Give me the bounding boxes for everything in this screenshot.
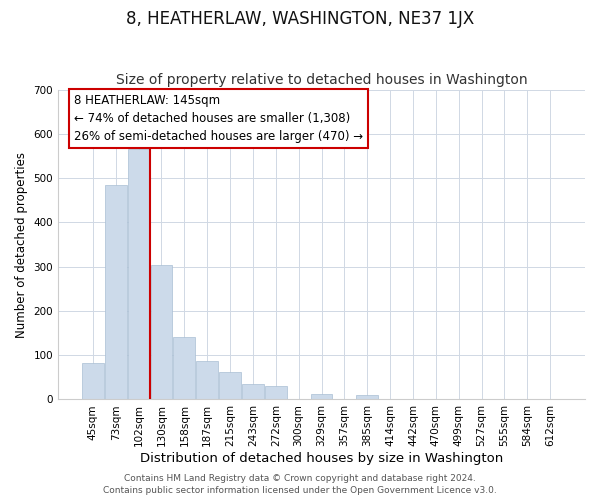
Bar — [151, 266, 172, 400]
Y-axis label: Number of detached properties: Number of detached properties — [15, 152, 28, 338]
Bar — [356, 394, 378, 400]
Bar — [173, 338, 195, 400]
Bar — [219, 372, 241, 400]
Bar — [311, 394, 332, 400]
Bar — [265, 386, 287, 400]
Text: Contains HM Land Registry data © Crown copyright and database right 2024.
Contai: Contains HM Land Registry data © Crown c… — [103, 474, 497, 495]
Text: 8, HEATHERLAW, WASHINGTON, NE37 1JX: 8, HEATHERLAW, WASHINGTON, NE37 1JX — [126, 10, 474, 28]
Text: 8 HEATHERLAW: 145sqm
← 74% of detached houses are smaller (1,308)
26% of semi-de: 8 HEATHERLAW: 145sqm ← 74% of detached h… — [74, 94, 363, 143]
Title: Size of property relative to detached houses in Washington: Size of property relative to detached ho… — [116, 73, 527, 87]
X-axis label: Distribution of detached houses by size in Washington: Distribution of detached houses by size … — [140, 452, 503, 465]
Bar — [128, 149, 149, 400]
Bar — [82, 363, 104, 400]
Bar — [196, 362, 218, 400]
Bar — [105, 185, 127, 400]
Bar — [242, 384, 264, 400]
